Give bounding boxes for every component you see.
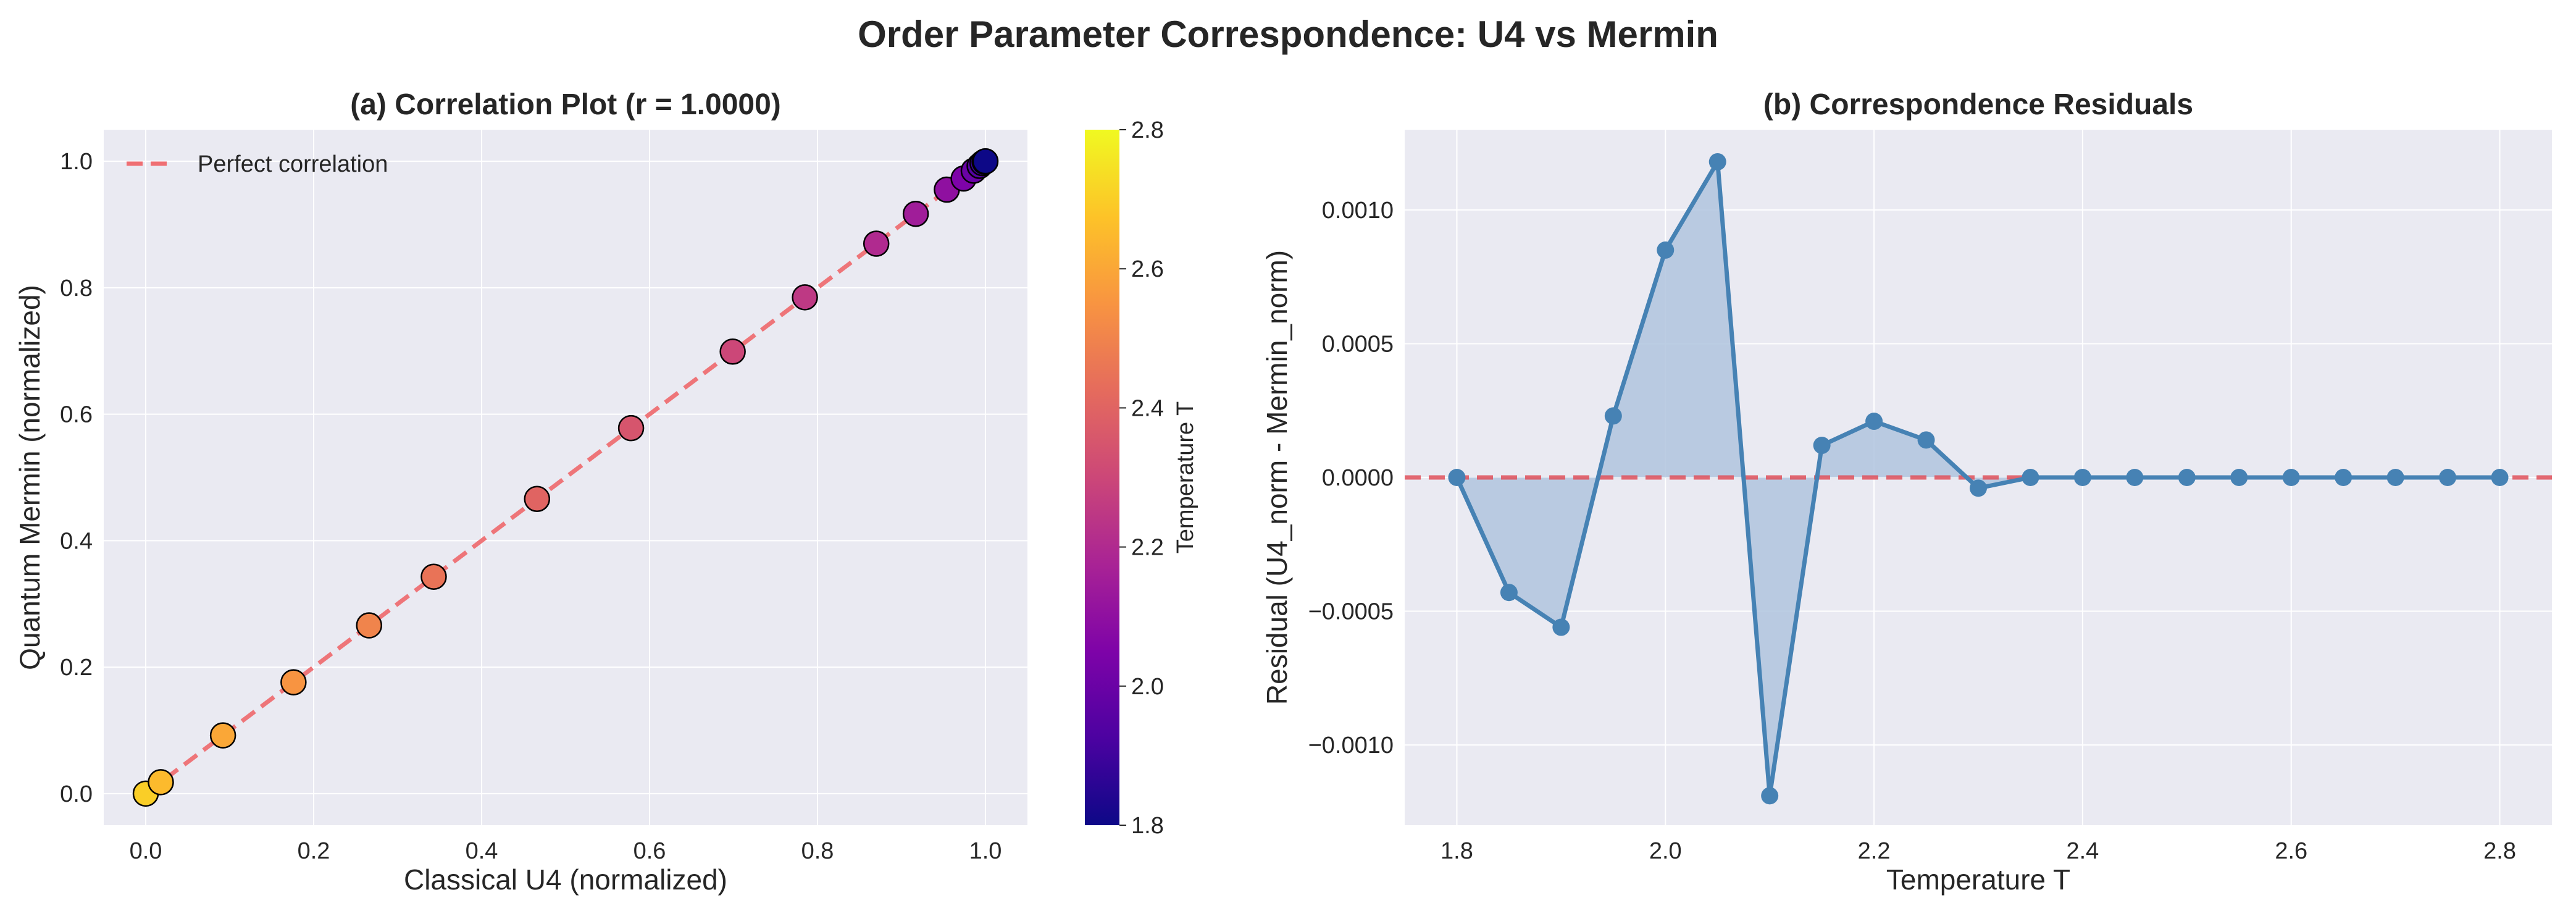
panel-a-xtick-label: 0.4 [466,838,498,864]
panel-b-ytick-label: −0.0005 [1308,599,1394,625]
panel-b-ticks: 1.8 2.0 2.2 2.4 2.6 2.8 −0.0010 −0.0005 0.0000 0.… [1308,198,2516,864]
panel-a-points [132,148,999,807]
scatter-point [420,563,447,590]
colorbar-tick-label: 2.0 [1131,674,1164,700]
colorbar-tick-label: 2.8 [1131,117,1164,143]
scatter-point [617,414,645,442]
scatter-point [863,230,890,257]
legend-label: Perfect correlation [198,151,388,177]
panel-b-title: (b) Correspondence Residuals [1763,88,2193,121]
residual-point [1604,407,1622,425]
panel-b-xtick-label: 2.0 [1649,838,1682,864]
residual-point [2386,469,2404,486]
panel-b-xtick-label: 1.8 [1441,838,1473,864]
scatter-point [719,338,746,365]
residual-point [2491,469,2509,486]
panel-a-grid [104,130,1027,825]
panel-a-xtick-label: 1.0 [969,838,1002,864]
residual-fill-area [1457,161,2500,796]
residual-point [1657,241,1675,259]
scatter-point [972,148,999,175]
residual-point [2178,469,2196,486]
panel-a-ytick-label: 0.0 [60,781,93,807]
residual-point [2126,469,2144,486]
residual-point [1500,584,1518,602]
panel-a-ticks: 0.0 0.2 0.4 0.6 0.8 1.0 0.0 0.2 0.4 0.6 0.8 1.0 [60,149,1002,864]
residual-point [1552,618,1570,636]
residual-point [1917,431,1935,449]
panel-a-xlabel: Classical U4 (normalized) [404,863,727,896]
residual-point [2282,469,2300,486]
panel-a-xtick-label: 0.2 [298,838,330,864]
colorbar-tick-label: 2.4 [1131,395,1164,421]
residual-point [2022,469,2039,486]
panel-b-xtick-label: 2.4 [2066,838,2099,864]
panel-a-correlation: 0.0 0.2 0.4 0.6 0.8 1.0 0.0 0.2 0.4 0.6 0.8 1.0 (a)… [14,88,1027,896]
residual-point [1761,787,1779,805]
scatter-point [356,612,383,639]
residual-point [2439,469,2457,486]
panel-b-xtick-label: 2.6 [2275,838,2307,864]
residual-point [1448,469,1466,486]
colorbar-ticks: 1.8 2.0 2.2 2.4 2.6 2.8 [1119,117,1164,839]
residual-point [2073,469,2091,486]
panel-a-ytick-label: 0.2 [60,655,93,681]
panel-b-xtick-label: 2.8 [2483,838,2516,864]
colorbar-tick-label: 2.2 [1131,535,1164,561]
scatter-point [280,669,307,695]
scatter-point [148,769,174,796]
colorbar-tick-label: 2.6 [1131,256,1164,282]
panel-b-ytick-label: 0.0000 [1322,465,1394,491]
panel-a-legend: Perfect correlation [127,151,388,177]
panel-a-ytick-label: 0.4 [60,528,93,554]
panel-b-xlabel: Temperature T [1886,863,2070,896]
panel-b-ytick-label: 0.0010 [1322,198,1394,224]
residual-point [1970,479,1987,497]
residual-point [2230,469,2248,486]
panel-a-ytick-label: 0.6 [60,402,93,428]
residual-point [1708,153,1726,170]
scatter-point [209,722,236,749]
residual-points [1448,153,2509,805]
panel-b-ytick-label: 0.0005 [1322,331,1394,357]
colorbar-label: Temperature T [1173,401,1198,553]
panel-a-ytick-label: 1.0 [60,149,93,175]
panel-b-residuals: 1.8 2.0 2.2 2.4 2.6 2.8 −0.0010 −0.0005 0.0000 0.… [1261,88,2552,896]
scatter-point [524,485,551,513]
residual-point [2335,469,2352,486]
panel-a-xtick-label: 0.6 [634,838,666,864]
scatter-point [792,284,818,311]
residual-point [1865,413,1883,431]
scatter-point [902,200,929,227]
residual-point [1813,437,1831,455]
panel-b-ylabel: Residual (U4_norm - Mermin_norm) [1261,250,1293,705]
colorbar-gradient [1085,130,1119,825]
colorbar: 1.8 2.0 2.2 2.4 2.6 2.8 Temperature T [1085,117,1198,839]
panel-a-ylabel: Quantum Mermin (normalized) [14,285,46,670]
figure-title: Order Parameter Correspondence: U4 vs Me… [858,14,1718,55]
panel-b-xtick-label: 2.2 [1858,838,1891,864]
panel-a-xtick-label: 0.8 [801,838,834,864]
panel-a-title: (a) Correlation Plot (r = 1.0000) [350,88,781,121]
panel-a-ytick-label: 0.8 [60,275,93,301]
colorbar-tick-label: 1.8 [1131,813,1164,839]
panel-a-xtick-label: 0.0 [130,838,162,864]
panel-b-ytick-label: −0.0010 [1308,733,1394,758]
